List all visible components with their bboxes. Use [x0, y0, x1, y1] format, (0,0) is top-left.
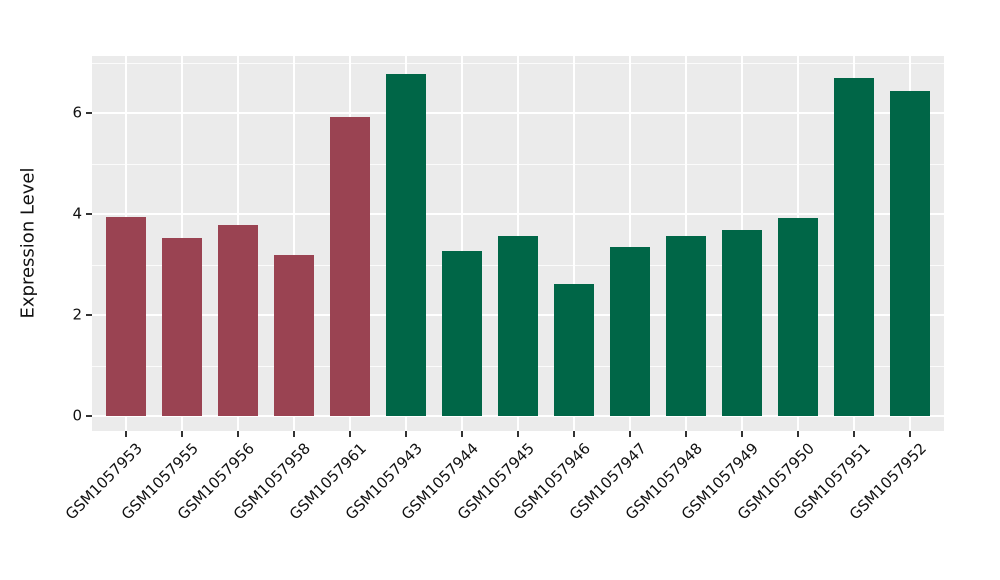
bar-GSM1057945 — [497, 236, 538, 416]
bar-GSM1057956 — [217, 225, 258, 416]
x-tick-mark — [292, 431, 295, 437]
bar-GSM1057946 — [554, 284, 594, 416]
y-tick-label: 0 — [72, 406, 82, 425]
bar-GSM1057961 — [329, 117, 370, 416]
y-tick-mark — [86, 314, 92, 316]
bar-GSM1057948 — [666, 236, 707, 416]
x-tick-mark — [348, 431, 351, 437]
bar-GSM1057947 — [610, 246, 651, 416]
bar-GSM1057955 — [161, 237, 202, 416]
x-tick-mark — [516, 431, 519, 437]
y-tick-mark — [86, 112, 92, 114]
x-tick-mark — [180, 431, 183, 437]
y-tick-mark — [86, 213, 92, 215]
y-axis-label: Expression Level — [17, 167, 39, 319]
x-tick-mark — [909, 431, 912, 437]
x-tick-mark — [741, 431, 744, 437]
x-tick-mark — [853, 431, 856, 437]
y-tick-label: 2 — [72, 305, 82, 324]
bar-GSM1057943 — [385, 74, 426, 416]
y-tick-label: 6 — [72, 103, 82, 122]
bar-GSM1057953 — [105, 216, 146, 416]
x-tick-mark — [404, 431, 407, 437]
gridline-vertical — [460, 56, 463, 431]
gridline-vertical — [629, 56, 632, 431]
plot-area — [92, 56, 944, 431]
x-tick-mark — [685, 431, 688, 437]
x-tick-mark — [236, 431, 239, 437]
x-tick-mark — [629, 431, 632, 437]
gridline-vertical — [292, 56, 295, 431]
bar-GSM1057958 — [273, 254, 314, 416]
x-tick-mark — [124, 431, 127, 437]
y-tick-label: 4 — [72, 204, 82, 223]
x-tick-mark — [573, 431, 575, 437]
x-tick-mark — [797, 431, 800, 437]
bar-GSM1057952 — [890, 90, 931, 416]
bar-GSM1057949 — [722, 229, 763, 416]
bar-GSM1057951 — [834, 78, 875, 416]
gridline-vertical — [573, 56, 575, 431]
x-tick-mark — [460, 431, 463, 437]
y-tick-mark — [86, 415, 92, 417]
bar-GSM1057950 — [778, 217, 819, 416]
bar-GSM1057944 — [441, 250, 482, 416]
